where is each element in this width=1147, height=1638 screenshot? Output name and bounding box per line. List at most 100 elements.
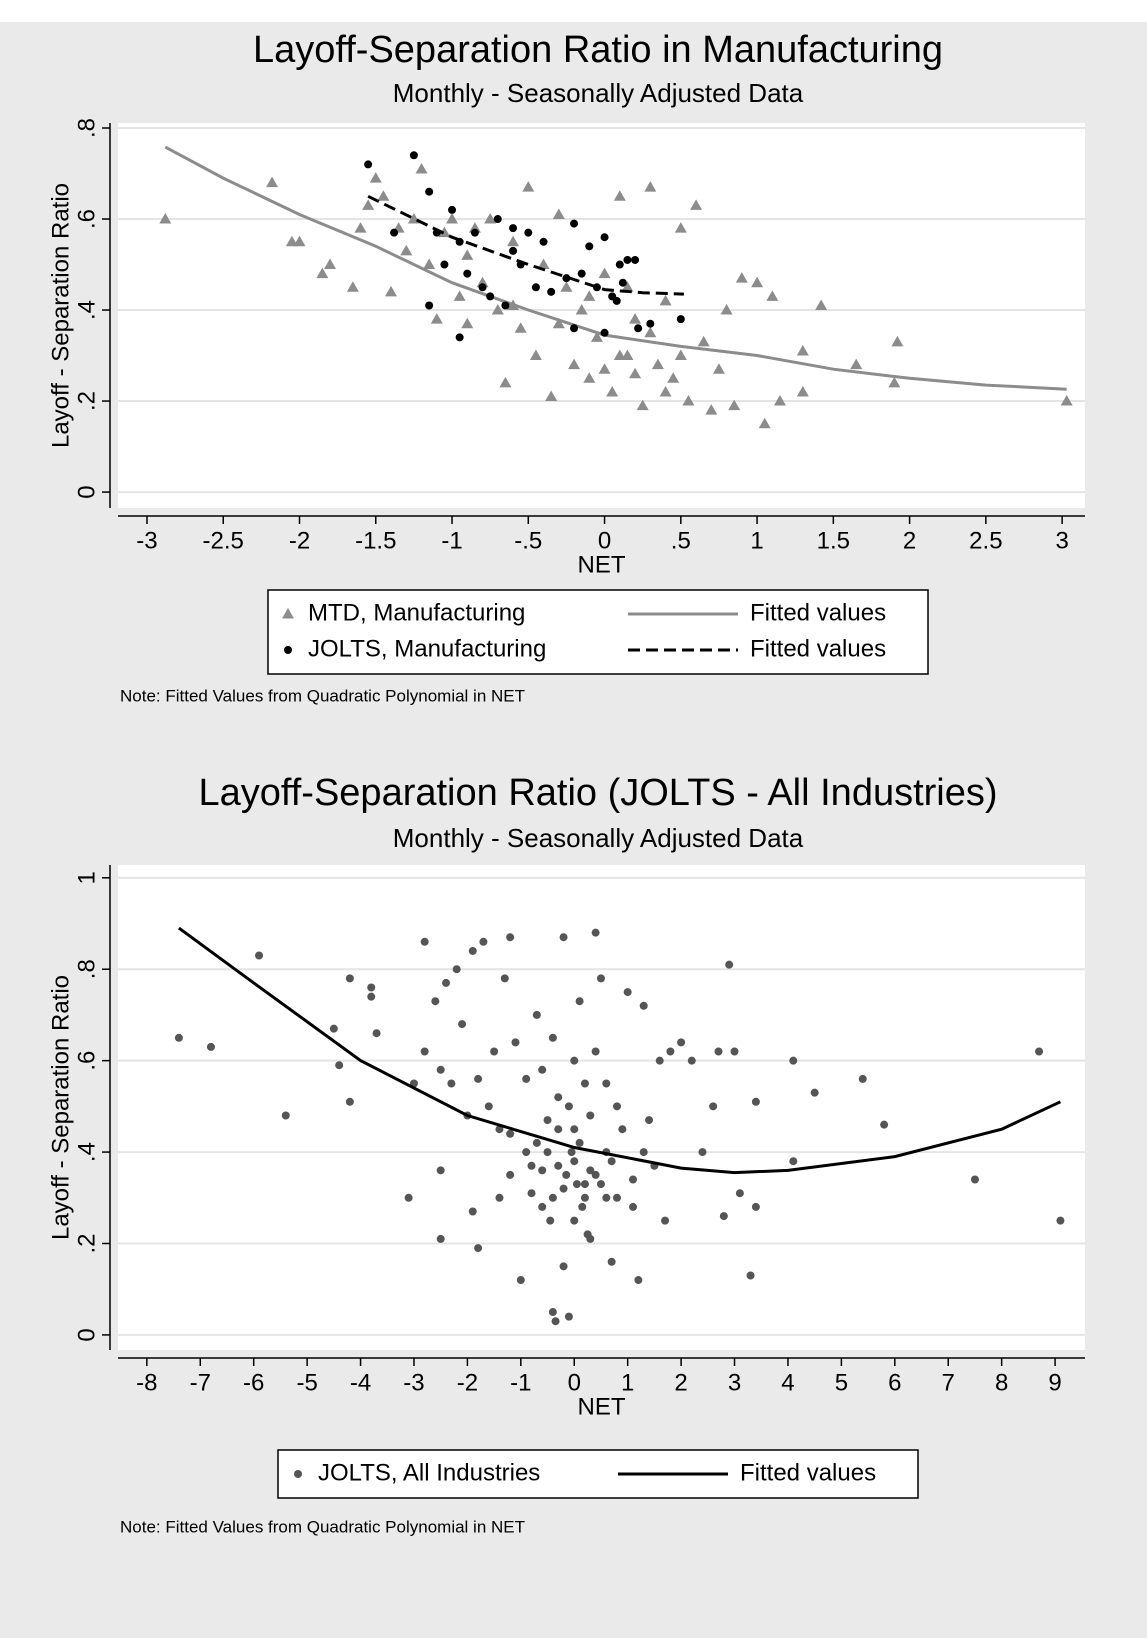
triangle-marker [583, 372, 596, 383]
triangle-marker [430, 313, 443, 324]
circle-marker [522, 1074, 531, 1083]
triangle-marker [674, 222, 687, 233]
circle-marker [580, 1180, 589, 1189]
circle-marker [698, 1148, 707, 1157]
triangle-marker [1060, 395, 1073, 406]
circle-marker [524, 228, 533, 237]
legend-box [277, 1449, 919, 1499]
circle-marker [509, 246, 518, 255]
circle-marker [559, 1262, 568, 1271]
circle-marker [570, 324, 579, 333]
circle-marker [687, 1056, 696, 1065]
circle-marker [725, 960, 734, 969]
circle-marker [539, 237, 548, 246]
circle-marker [478, 283, 487, 292]
triangle-marker [468, 222, 481, 233]
circle-marker [390, 228, 399, 237]
x-tick-label: 1.5 [817, 527, 850, 554]
legend-label: Fitted values [750, 635, 886, 662]
circle-marker [575, 1138, 584, 1147]
x-tick-label: 9 [1048, 1369, 1061, 1396]
triangle-marker [644, 326, 657, 338]
circle-marker [618, 278, 627, 287]
circle-marker [509, 224, 518, 233]
circle-marker [543, 1148, 552, 1157]
circle-marker [596, 1180, 605, 1189]
x-tick-label: 0 [598, 527, 611, 554]
circle-marker [564, 1102, 573, 1111]
circle-marker [970, 1175, 979, 1184]
triangle-marker [659, 294, 672, 306]
plot-area [118, 865, 1085, 1350]
legend-marker [282, 608, 294, 619]
circle-marker [677, 1038, 686, 1047]
x-tick-label: -8 [136, 1369, 157, 1396]
circle-marker [572, 1180, 581, 1189]
note: Note: Fitted Values from Quadratic Polyn… [120, 1517, 525, 1536]
circle-marker [538, 1166, 547, 1175]
circle-marker [532, 1138, 541, 1147]
circle-marker [506, 1170, 515, 1179]
circle-marker [735, 1189, 744, 1198]
triangle-marker [560, 281, 573, 292]
circle-marker [448, 205, 457, 214]
chart-title: Layoff-Separation Ratio (JOLTS - All Ind… [198, 772, 997, 814]
circle-marker [436, 1234, 445, 1243]
circle-marker [455, 333, 464, 342]
circle-marker [511, 1038, 520, 1047]
x-tick-label: 6 [888, 1369, 901, 1396]
triangle-marker [324, 258, 337, 270]
triangle-marker [385, 285, 398, 297]
triangle-marker [598, 267, 611, 279]
circle-marker [532, 1010, 541, 1019]
triangle-marker [285, 235, 298, 247]
circle-marker [174, 1033, 183, 1042]
legend-marker [284, 646, 292, 654]
x-tick-label: 7 [942, 1369, 955, 1396]
circle-marker [719, 1212, 728, 1221]
circle-marker [570, 219, 579, 228]
circle-marker [500, 974, 509, 983]
x-tick-label: -4 [350, 1369, 371, 1396]
triangle-marker [590, 331, 603, 342]
y-tick-label: .4 [73, 1142, 100, 1162]
triangle-marker [682, 395, 695, 406]
circle-marker [554, 1161, 563, 1170]
circle-marker [629, 1175, 638, 1184]
x-tick-label: -1.5 [355, 527, 396, 554]
triangle-marker [514, 322, 527, 333]
circle-marker [623, 988, 632, 997]
triangle-marker [667, 372, 680, 383]
x-tick-label: 5 [835, 1369, 848, 1396]
x-tick-label: 0 [568, 1369, 581, 1396]
circle-marker [559, 1184, 568, 1193]
circle-marker [548, 1308, 557, 1317]
circle-marker [661, 1216, 670, 1225]
legend-marker [294, 1470, 302, 1478]
circle-marker [554, 1093, 563, 1102]
circle-marker [516, 1276, 525, 1285]
triangle-marker [629, 313, 642, 324]
circle-marker [612, 1193, 621, 1202]
circle-marker [486, 292, 495, 301]
legend-box [267, 589, 929, 675]
circle-marker [810, 1088, 819, 1097]
circle-marker [409, 151, 418, 160]
circle-marker [570, 1216, 579, 1225]
y-tick-label: .2 [73, 391, 100, 411]
circle-marker [206, 1042, 215, 1051]
x-tick-label: 1 [750, 527, 763, 554]
circle-marker [751, 1097, 760, 1106]
x-axis-title: NET [578, 551, 626, 578]
circle-marker [646, 319, 655, 328]
circle-marker [479, 937, 488, 946]
circle-marker [372, 1029, 381, 1038]
circle-marker [420, 937, 429, 946]
circle-marker [596, 974, 605, 983]
x-tick-label: 8 [995, 1369, 1008, 1396]
triangle-marker [621, 281, 634, 292]
circle-marker [602, 1193, 611, 1202]
triangle-marker [888, 376, 901, 388]
